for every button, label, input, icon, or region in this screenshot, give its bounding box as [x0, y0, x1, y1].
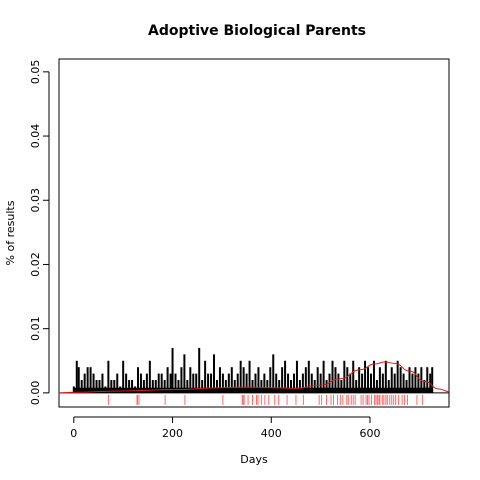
y-tick-label-2: 0.02 [29, 252, 42, 277]
y-tick-label-4: 0.04 [29, 124, 42, 149]
x-tick-label-2: 400 [261, 427, 282, 440]
x-tick-label-0: 0 [70, 427, 77, 440]
plot-frame [58, 58, 450, 408]
y-axis: 0.00 0.01 0.02 0.03 0.04 0.05 [29, 60, 50, 406]
y-tick-label-5: 0.05 [29, 60, 42, 85]
y-tick-label-3: 0.03 [29, 188, 42, 213]
chart-title: Adoptive Biological Parents [148, 23, 366, 39]
x-axis: 0 200 400 600 [70, 416, 381, 440]
y-axis-label: % of results [4, 200, 17, 265]
y-tick-label-0: 0.00 [29, 381, 42, 406]
x-tick-label-3: 600 [360, 427, 381, 440]
bars-group [72, 347, 434, 393]
y-tick-label-1: 0.01 [29, 316, 42, 341]
x-tick-label-1: 200 [162, 427, 183, 440]
x-axis-label: Days [240, 453, 268, 466]
density-curve [58, 361, 450, 394]
rug-group [107, 394, 423, 405]
plot-area [58, 58, 450, 408]
